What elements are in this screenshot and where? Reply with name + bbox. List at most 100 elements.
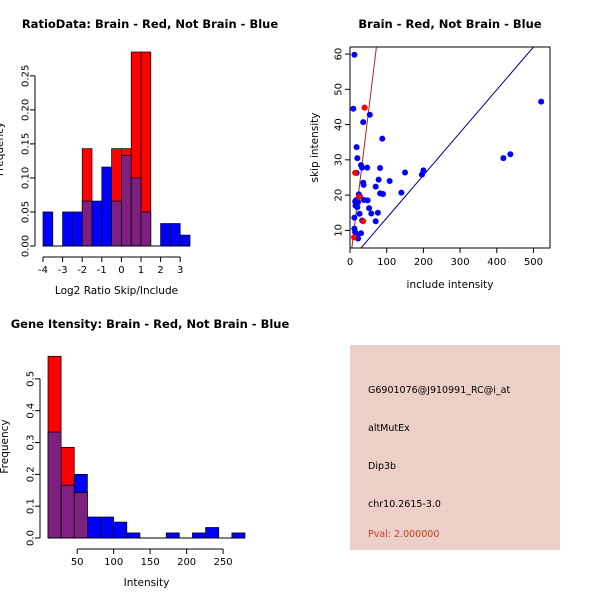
scatter-point-not-brain — [372, 183, 379, 190]
hist-bar-not-brain — [205, 527, 220, 539]
y-axis-tick-label: 30 — [334, 153, 345, 166]
hist-bar-not-brain — [42, 211, 54, 247]
scatter-point-not-brain — [375, 176, 382, 183]
hist-bar-not-brain — [87, 516, 101, 539]
info-pval: Pval: 2.000000 — [368, 529, 440, 540]
scatter-point-not-brain — [350, 105, 357, 112]
regression-line-brain-fit — [351, 47, 377, 248]
scatter-point-not-brain — [351, 214, 358, 221]
hist-bar-not-brain — [62, 211, 73, 247]
x-axis-tick-label: 100 — [377, 257, 396, 268]
x-axis-tick-label: -4 — [38, 265, 48, 276]
scatter-point-brain — [360, 218, 367, 225]
y-axis-tick-label: 0.2 — [26, 466, 37, 482]
hist-bar-overlap — [121, 155, 132, 247]
y-axis-tick-label: 10 — [334, 224, 345, 237]
panel-scatter: Brain - Red, Not Brain - Blue 10 20 30 40 50… — [300, 0, 600, 300]
scatter-point-not-brain — [364, 197, 371, 204]
hist-bar-not-brain — [91, 200, 103, 247]
gene-histogram-plot: 0.0 0.1 0.2 0.3 0.4 0.5 50 100 150 200 250 Intensit… — [0, 355, 246, 589]
gene-info-box: G6901076@J910991_RC@i_at altMutEx Dip3b … — [350, 345, 560, 550]
hist-bar-overlap — [47, 431, 62, 539]
hist-bar-not-brain — [192, 532, 206, 539]
scatter-point-not-brain — [354, 155, 361, 162]
hist-bar-overlap — [73, 492, 88, 539]
x-axis-tick-label: 200 — [177, 557, 196, 568]
scatter-point-not-brain — [374, 209, 381, 216]
scatter-point-not-brain — [359, 164, 366, 171]
hist-bar-not-brain — [165, 532, 180, 539]
y-axis-tick-label: 0.00 — [21, 235, 32, 257]
hist-bar-not-brain — [101, 166, 112, 247]
scatter-point-not-brain — [398, 189, 405, 196]
scatter-point-not-brain — [379, 135, 386, 142]
scatter-point-not-brain — [366, 205, 373, 212]
x-axis-tick-label: 500 — [524, 257, 543, 268]
y-axis-tick-label: 0.20 — [21, 99, 32, 121]
scatter-title: Brain - Red, Not Brain - Blue — [358, 17, 542, 31]
y-axis-tick-label: 0.05 — [21, 201, 32, 223]
scatter-point-not-brain — [372, 218, 379, 225]
scatter-point-not-brain — [538, 98, 545, 105]
x-axis-tick-label: 100 — [104, 557, 123, 568]
ratio-histogram-title: RatioData: Brain - Red, Not Brain - Blue — [21, 17, 279, 31]
info-locus: chr10.2615-3.0 — [368, 499, 441, 510]
scatter-point-not-brain — [380, 191, 387, 198]
info-event-type: altMutEx — [368, 423, 410, 434]
scatter-point-not-brain — [418, 171, 425, 178]
hist-bar-not-brain — [100, 516, 115, 539]
hist-bar-overlap — [60, 484, 75, 539]
y-axis-tick-label: 40 — [334, 118, 345, 131]
hist-bar-not-brain — [126, 532, 141, 539]
scatter-point-not-brain — [500, 155, 507, 162]
ratio-histogram-plot: 0.00 0.05 0.10 0.15 0.20 0.25 -4 -3 -2 -1 0 1 2 3 Log2… — [0, 51, 191, 297]
y-axis-tick-label: 0.10 — [21, 167, 32, 189]
x-axis-label: include intensity — [407, 279, 494, 291]
y-axis-tick-label: 0.1 — [26, 498, 37, 514]
hist-bar-not-brain — [179, 234, 191, 247]
scatter-point-not-brain — [368, 210, 375, 217]
x-axis-tick-label: 0 — [347, 257, 353, 268]
hist-bar-overlap — [140, 211, 152, 247]
y-axis-tick-label: 20 — [334, 189, 345, 202]
scatter-point-not-brain — [356, 210, 363, 217]
gene-histogram-title: Gene Itensity: Brain - Red, Not Brain - … — [10, 317, 290, 331]
hist-bar-not-brain — [73, 473, 88, 493]
x-axis-tick-label: -1 — [97, 265, 107, 276]
y-axis-tick-label: 0.25 — [21, 65, 32, 87]
scatter-point-not-brain — [360, 119, 367, 126]
hist-bar-overlap — [130, 177, 142, 247]
x-axis-tick-label: 200 — [414, 257, 433, 268]
scatter-point-not-brain — [354, 204, 361, 211]
hist-bar-overlap — [111, 200, 122, 247]
hist-bar-overlap — [81, 200, 93, 247]
scatter-point-not-brain — [507, 151, 514, 158]
hist-bar-not-brain — [160, 223, 171, 247]
y-axis-tick-label: 0.15 — [21, 133, 32, 155]
scatter-point-not-brain — [366, 111, 373, 118]
scatter-point-not-brain — [353, 144, 360, 151]
scatter-point-brain — [352, 169, 359, 176]
scatter-point-not-brain — [377, 164, 384, 171]
info-gene-id: G6901076@J910991_RC@i_at — [368, 385, 511, 396]
y-axis-tick-label: 50 — [334, 83, 345, 96]
x-axis-tick-label: 400 — [487, 257, 506, 268]
y-axis-label: Frequency — [0, 419, 11, 473]
y-axis-label: Frequency — [0, 122, 6, 176]
scatter-point-not-brain — [386, 178, 393, 184]
scatter-point-not-brain — [402, 169, 409, 176]
info-gene-name: Dip3b — [368, 461, 397, 472]
x-axis-tick-label: 3 — [177, 265, 183, 276]
y-axis-tick-label: 0.5 — [26, 371, 37, 387]
x-axis-tick-label: 300 — [451, 257, 470, 268]
x-axis-tick-label: 250 — [214, 557, 233, 568]
y-axis-tick-label: 0.4 — [26, 403, 37, 419]
panel-ratio-histogram: RatioData: Brain - Red, Not Brain - Blue… — [0, 0, 300, 300]
scatter-point-not-brain — [351, 51, 358, 58]
hist-bar-not-brain — [72, 211, 83, 247]
scatter-point-not-brain — [364, 164, 371, 171]
y-axis-label: skip intensity — [309, 113, 321, 183]
x-axis-tick-label: 2 — [157, 265, 163, 276]
scatter-point-brain — [351, 234, 358, 241]
